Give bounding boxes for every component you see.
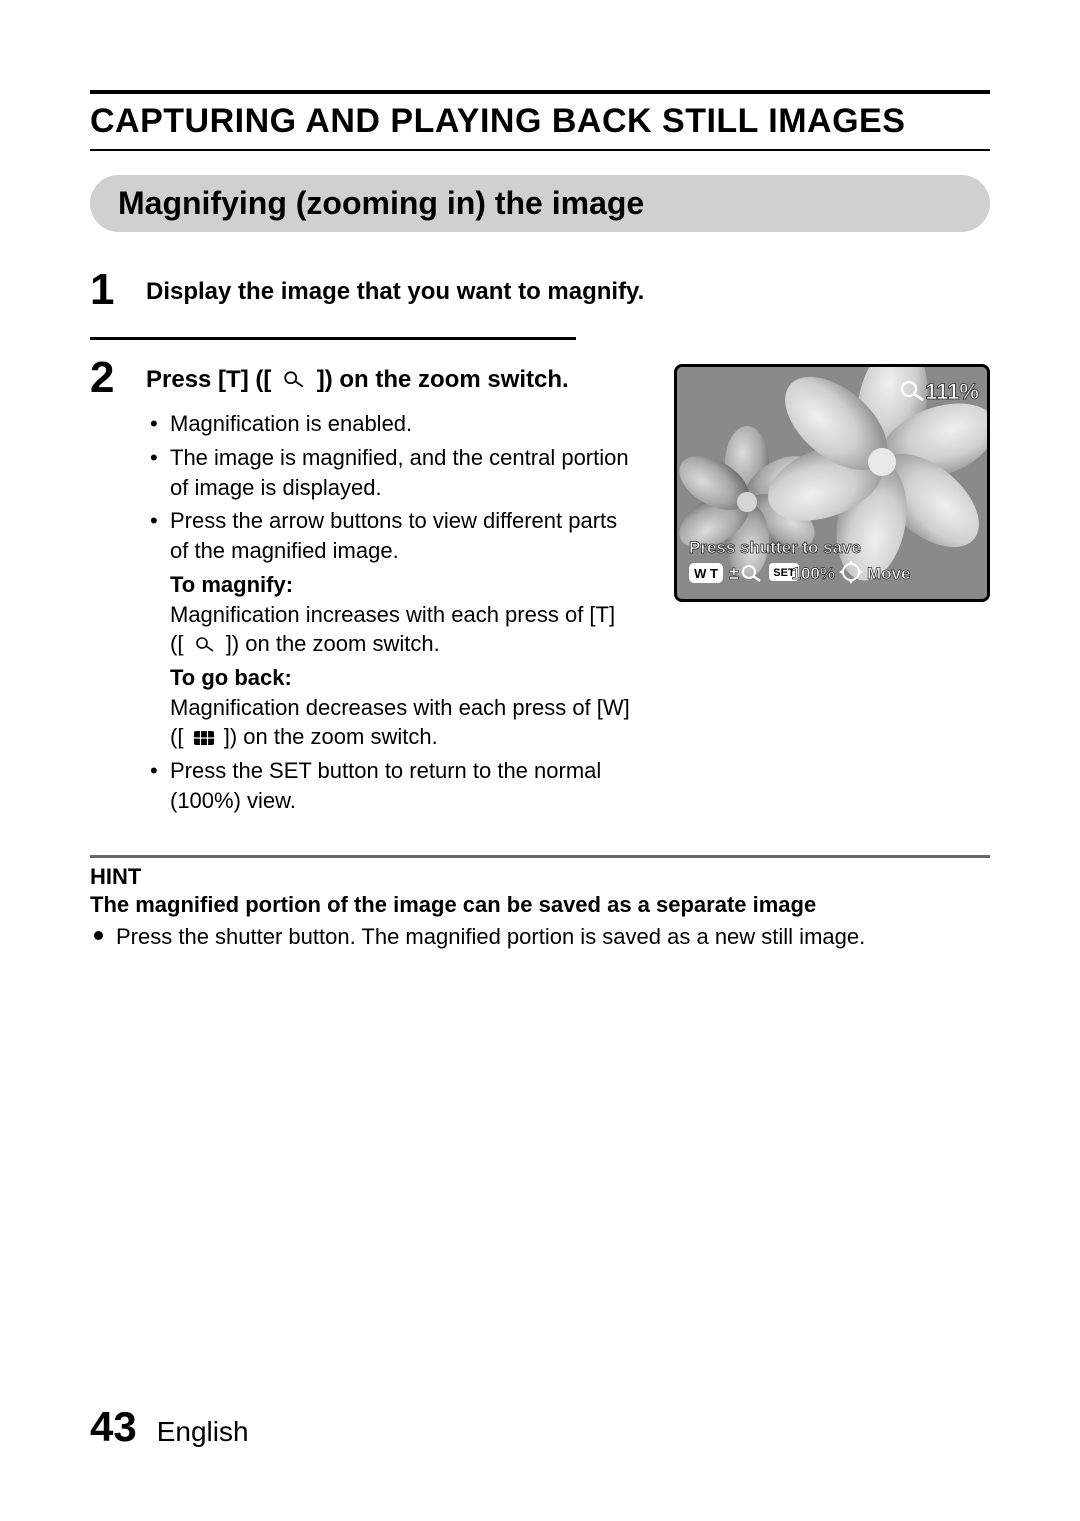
to-go-back-body-b: ]) on the zoom switch. [224,724,438,749]
hint-label: HINT [90,864,990,890]
step-1: 1 Display the image that you want to mag… [90,268,990,317]
step-1-body: Display the image that you want to magni… [146,268,990,317]
step-2-intro: Press [T] ([ ]) on the zoom switch. [146,364,634,399]
wt-label: W T [694,566,718,581]
to-go-back-head: To go back: [170,665,292,690]
step-2: 2 Press [T] ([ ]) on the zoom switch. [90,356,990,819]
step-2-bullets-2: Press the SET button to return to the no… [146,756,634,815]
move-label: Move [867,564,910,583]
step-2-text: Press [T] ([ ]) on the zoom switch. Magn… [146,364,634,819]
step-2-intro-a: Press [T] ([ [146,366,271,393]
chapter-title: CAPTURING AND PLAYING BACK STILL IMAGES [90,102,990,141]
to-go-back: To go back: Magnification decreases with… [170,663,634,752]
step-1-number: 1 [90,268,128,312]
bullet-set-return: Press the SET button to return to the no… [146,756,634,815]
svg-text:±: ± [729,563,739,583]
press-shutter-text: Press shutter to save [689,538,861,557]
bullet-mag-enabled: Magnification is enabled. [146,409,634,439]
to-magnify: To magnify: Magnification increases with… [170,570,634,659]
zoom-pct-text: 111% [925,379,979,404]
rule-top [90,90,990,94]
reset-pct-text: 100% [792,564,835,583]
bullet-arrow-buttons: Press the arrow buttons to view differen… [146,506,634,565]
step-2-number: 2 [90,356,128,400]
grid-icon [190,724,224,749]
section-heading: Magnifying (zooming in) the image [90,175,990,232]
zoom-in-icon [278,368,310,399]
page-footer: 43 English [90,1403,249,1451]
step-1-intro: Display the image that you want to magni… [146,276,990,307]
step-2-intro-b: ]) on the zoom switch. [317,366,569,393]
zoom-in-icon [190,631,226,656]
hint-rule [90,855,990,858]
bullet-central-portion: The image is magnified, and the central … [146,443,634,502]
page-number: 43 [90,1403,137,1451]
step-2-body: Press [T] ([ ]) on the zoom switch. Magn… [146,356,990,819]
camera-preview-svg: 111% Press shutter to save W T ± [677,367,987,599]
manual-page: CAPTURING AND PLAYING BACK STILL IMAGES … [0,0,1080,1521]
step-2-bullets: Magnification is enabled. The image is m… [146,409,634,565]
camera-preview: 111% Press shutter to save W T ± [674,364,990,602]
to-magnify-head: To magnify: [170,572,293,597]
hint-bullets: Press the shutter button. The magnified … [90,922,990,952]
rule-under-title [90,149,990,151]
step-divider [90,337,576,340]
to-magnify-body-b: ]) on the zoom switch. [226,631,440,656]
hint-body: Press the shutter button. The magnified … [90,922,990,952]
hint-title: The magnified portion of the image can b… [90,892,990,918]
page-language: English [157,1416,249,1448]
